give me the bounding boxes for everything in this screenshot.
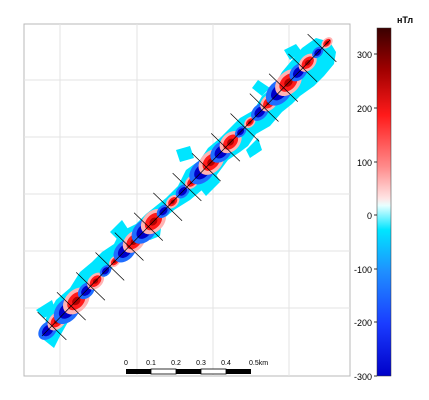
strip-axis-line [41, 39, 331, 337]
colorbar-tick-200: 200 [357, 104, 372, 114]
scale-bar: 0 0.1 0.2 0.3 0.4 0.5km [124, 360, 268, 375]
colorbar-tick-0: 0 [367, 211, 372, 221]
survey-lobe [36, 300, 56, 318]
scale-bar-segment [200, 368, 227, 375]
survey-profiles [37, 33, 337, 341]
scale-label-0.2: 0.2 [171, 360, 181, 367]
colorbar-tick-minus100: -100 [354, 265, 372, 275]
colorbar-tick-300: 300 [357, 50, 372, 60]
scale-bar-segment [176, 369, 201, 374]
scale-label-0.4: 0.4 [221, 360, 231, 367]
colorbar-gradient [376, 27, 392, 377]
scale-label-0.5km: 0.5km [249, 360, 268, 367]
scale-label-0.3: 0.3 [196, 360, 206, 367]
scale-bar-segment [226, 369, 251, 374]
survey-lobe [110, 220, 130, 240]
survey-lobe [252, 80, 270, 96]
colorbar: нТл 300 200 100 0 -100 -200 -300 [354, 15, 413, 382]
colorbar-unit: нТл [397, 15, 413, 25]
survey-lobe [284, 44, 302, 60]
survey-lobe [198, 170, 220, 196]
scale-label-0.1: 0.1 [146, 360, 156, 367]
scale-label-0: 0 [124, 360, 128, 367]
colorbar-tick-minus300: -300 [354, 372, 372, 382]
colorbar-tick-100: 100 [357, 158, 372, 168]
colorbar-tick-minus200: -200 [354, 318, 372, 328]
scale-bar-segment [126, 369, 151, 374]
scale-bar-segment [150, 368, 177, 375]
survey-lobe [246, 138, 262, 158]
survey-lobe [176, 146, 194, 162]
